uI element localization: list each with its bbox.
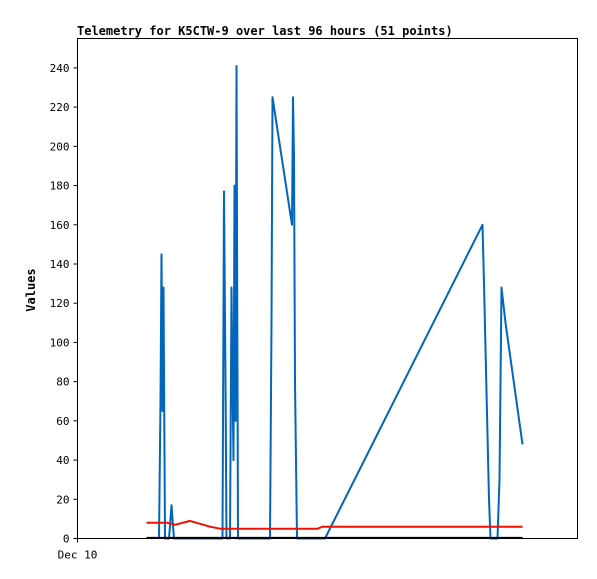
y-tick-label: 200 <box>50 140 70 153</box>
y-tick-label: 40 <box>56 454 69 467</box>
y-axis: 0 20 40 60 80 100 120 140 160 180 200 220 240 <box>50 62 78 546</box>
y-tick-label: 0 <box>63 533 70 546</box>
y-tick-label: 80 <box>56 376 69 389</box>
series-line-1 <box>158 65 524 540</box>
x-tick-label: Dec 10 <box>58 549 98 562</box>
y-tick-label: 220 <box>50 101 70 114</box>
series-layer <box>146 65 524 540</box>
y-axis-label: Values <box>24 268 38 311</box>
x-axis: Dec 10 <box>58 538 98 562</box>
y-tick-label: 160 <box>50 219 70 232</box>
y-tick-label: 240 <box>50 62 70 75</box>
series-line-2 <box>146 519 523 530</box>
y-tick-label: 100 <box>50 336 70 349</box>
y-tick-label: 60 <box>56 415 69 428</box>
y-tick-label: 180 <box>50 180 70 193</box>
chart-title: Telemetry for K5CTW-9 over last 96 hours… <box>77 24 453 38</box>
y-tick-label: 140 <box>50 258 70 271</box>
y-tick-label: 20 <box>56 493 69 506</box>
y-tick-label: 120 <box>50 297 70 310</box>
